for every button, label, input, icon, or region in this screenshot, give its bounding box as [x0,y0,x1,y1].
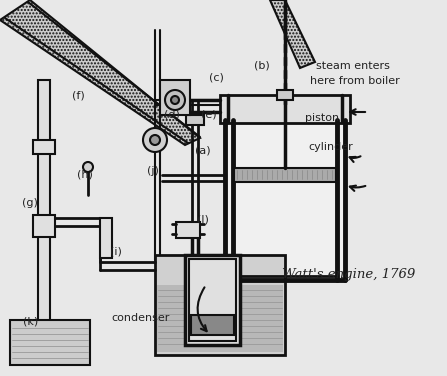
Text: (e): (e) [202,110,217,120]
Text: (b): (b) [253,61,270,71]
Text: cylinder: cylinder [308,142,353,152]
Bar [10,320,90,365]
Polygon shape [0,0,200,145]
Circle shape [171,96,179,104]
Text: (a): (a) [195,146,210,155]
Text: here from boiler: here from boiler [311,76,400,86]
Bar [33,215,55,237]
Text: (h): (h) [77,170,93,180]
Bar [220,95,350,123]
Text: (d): (d) [164,110,180,120]
Bar [157,285,283,352]
Bar [185,255,240,345]
Text: (c): (c) [209,72,224,82]
Bar [33,140,55,154]
Text: steam enters: steam enters [316,61,390,71]
Text: piston: piston [305,114,339,123]
Bar [234,168,336,182]
Bar [38,80,50,340]
Text: (g): (g) [22,198,38,208]
Circle shape [150,135,160,145]
Text: Watt's engine, 1769: Watt's engine, 1769 [282,268,415,281]
Bar [155,255,285,355]
Circle shape [165,90,185,110]
Circle shape [143,128,167,152]
Text: (i): (i) [110,247,122,257]
Text: condenser: condenser [112,313,170,323]
Text: (k): (k) [23,317,38,326]
Bar [176,222,200,238]
Bar [191,315,234,335]
Text: (j): (j) [147,166,159,176]
Bar [225,120,345,280]
Bar [186,115,204,125]
Text: (f): (f) [72,91,84,101]
Text: (l): (l) [197,215,208,225]
Polygon shape [270,0,315,68]
Circle shape [83,162,93,172]
Bar [160,80,190,115]
Bar [277,90,293,100]
Bar [189,259,236,341]
Bar [100,218,112,258]
